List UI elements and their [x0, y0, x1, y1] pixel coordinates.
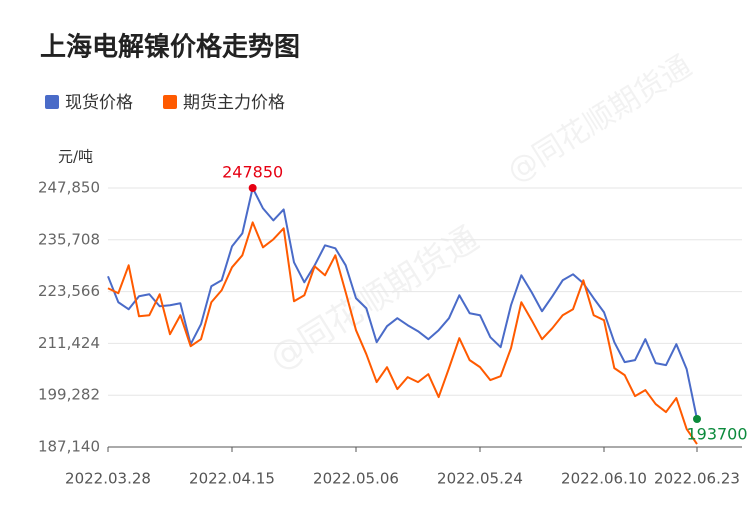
- legend-swatch: [163, 95, 177, 109]
- x-tick-label: 2022.06.10: [561, 470, 647, 488]
- y-tick-label: 235,708: [38, 230, 100, 248]
- x-tick-label: 2022.06.23: [654, 470, 740, 488]
- chart-title: 上海电解镍价格走势图: [40, 32, 300, 63]
- watermark: @同花顺期货通: [263, 219, 486, 379]
- y-tick-label: 223,566: [38, 282, 100, 300]
- y-tick-label: 247,850: [38, 179, 100, 197]
- highlight-dot: [693, 415, 701, 424]
- legend-label: 期货主力价格: [183, 93, 285, 113]
- highlight-dot: [248, 184, 257, 192]
- y-tick-label: 211,424: [38, 334, 100, 352]
- x-tick-label: 2022.05.24: [437, 470, 523, 488]
- y-tick-label: 199,282: [38, 386, 100, 404]
- y-unit: 元/吨: [58, 148, 93, 166]
- data-label: 193700: [686, 425, 747, 444]
- x-tick-label: 2022.05.06: [313, 470, 399, 488]
- series-line: [107, 187, 698, 420]
- watermark: @同花顺期货通: [501, 49, 698, 190]
- x-tick-label: 2022.03.28: [65, 470, 151, 488]
- series-line: [107, 221, 698, 445]
- x-tick-label: 2022.04.15: [189, 470, 275, 488]
- data-label: 247850: [222, 163, 283, 182]
- legend-swatch: [45, 95, 59, 109]
- y-tick-label: 187,140: [38, 438, 100, 456]
- legend-label: 现货价格: [65, 93, 133, 113]
